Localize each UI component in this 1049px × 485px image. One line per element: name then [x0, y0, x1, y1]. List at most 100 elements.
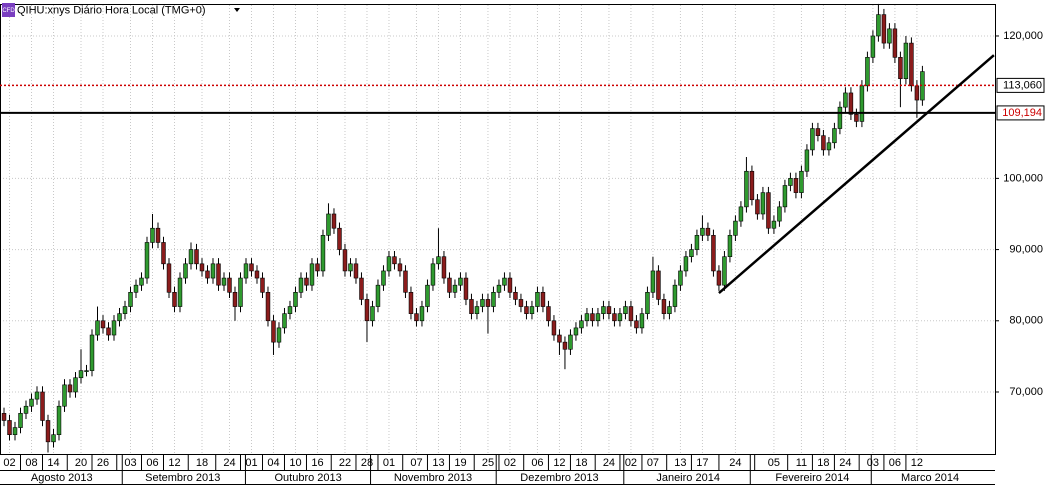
- candle-body: [403, 270, 408, 293]
- chart-title: QIHU:xnys Diário Hora Local (TMG+0): [17, 4, 206, 16]
- candle-body: [441, 256, 447, 279]
- x-tick-label: 06: [889, 457, 901, 469]
- candle-body: [210, 263, 216, 279]
- candle-body: [276, 327, 282, 343]
- x-tick-label: 02: [504, 457, 516, 469]
- x-tick-label: 12: [911, 457, 923, 469]
- candle-body: [397, 263, 403, 272]
- candle-body: [331, 213, 337, 229]
- candle-body: [777, 206, 782, 222]
- badge: [2, 3, 15, 17]
- candle-body: [139, 277, 144, 286]
- month-label: Novembro 2013: [394, 472, 472, 484]
- candle-body: [716, 270, 722, 286]
- candle-body: [843, 92, 848, 108]
- x-tick-label: 28: [361, 457, 373, 469]
- candle-body: [645, 292, 650, 314]
- candle-body: [744, 170, 749, 208]
- candle-body: [656, 270, 661, 300]
- candle-body: [62, 384, 67, 407]
- candle-body: [370, 306, 375, 322]
- candle-body: [573, 327, 579, 336]
- candle-body: [810, 128, 815, 151]
- x-tick-label: 08: [25, 457, 37, 469]
- candle-body: [815, 128, 821, 136]
- candle-body: [287, 306, 293, 314]
- candle-body: [628, 306, 634, 322]
- candle-body: [524, 306, 529, 314]
- candle-body: [749, 170, 755, 201]
- x-tick-label: 03: [867, 457, 879, 469]
- candle-body: [766, 192, 771, 229]
- candle-body: [821, 135, 826, 151]
- candle-body: [683, 256, 689, 272]
- candle-body: [320, 235, 326, 272]
- candle-body: [903, 42, 909, 79]
- candle-body: [518, 299, 524, 307]
- candle-body: [672, 284, 678, 307]
- candle-body: [425, 284, 430, 307]
- x-tick-label: 24: [603, 457, 615, 469]
- candle-body: [45, 420, 51, 443]
- candle-body: [106, 327, 111, 336]
- x-tick-label: 26: [97, 457, 109, 469]
- plot-border: [0, 4, 996, 455]
- candle-body: [722, 256, 727, 286]
- candle-body: [568, 334, 573, 350]
- candle-body: [832, 128, 837, 144]
- x-tick-label: 24: [223, 457, 235, 469]
- candle-body: [727, 235, 733, 258]
- month-label: Dezembro 2013: [520, 472, 598, 484]
- candle-body: [650, 270, 656, 293]
- candle-body: [837, 106, 843, 129]
- candle-body: [733, 220, 738, 236]
- badge-text: CFD: [2, 8, 15, 14]
- candle-body: [804, 149, 810, 172]
- candle-body: [452, 284, 458, 293]
- candle-body: [205, 270, 210, 279]
- candle-body: [18, 413, 23, 428]
- candle-body: [419, 306, 425, 322]
- candle-body: [56, 405, 62, 436]
- candle-body: [172, 292, 177, 307]
- candle-body: [535, 292, 540, 307]
- candle-body: [590, 313, 595, 322]
- x-tick-label: 11: [796, 457, 807, 469]
- candle-body: [353, 263, 359, 279]
- title-dropdown[interactable]: [234, 8, 240, 12]
- candle-body: [51, 434, 56, 443]
- x-tick-label: 24: [839, 457, 851, 469]
- candle-body: [694, 235, 700, 250]
- candle-body: [700, 227, 705, 236]
- candle-body: [29, 398, 34, 407]
- x-tick-label: 07: [647, 457, 659, 469]
- candle-body: [612, 313, 617, 322]
- candle-body: [304, 277, 309, 286]
- candle-body: [859, 85, 865, 122]
- x-tick-label: 13: [674, 457, 686, 469]
- candle-body: [529, 306, 535, 314]
- price-label: 109,194: [1002, 107, 1042, 119]
- candle-body: [546, 306, 551, 322]
- x-tick-label: 14: [47, 457, 59, 469]
- candle-body: [375, 284, 381, 307]
- candle-body: [359, 277, 364, 300]
- candle-body: [166, 263, 172, 293]
- candle-body: [507, 277, 513, 293]
- candle-body: [705, 227, 711, 236]
- candle-body: [513, 292, 518, 300]
- candle-body: [562, 341, 568, 350]
- candle-body: [95, 320, 100, 336]
- candle-body: [887, 28, 892, 44]
- y-tick-label: 120,000: [1003, 30, 1043, 42]
- x-tick-label: 02: [625, 457, 637, 469]
- candle-body: [606, 306, 612, 314]
- price-label-box: [996, 105, 1045, 121]
- candle-body: [298, 277, 304, 293]
- candle-body: [227, 277, 232, 293]
- candle-body: [293, 292, 298, 307]
- candle-body: [364, 299, 370, 322]
- candle-body: [430, 263, 436, 286]
- x-tick-label: 06: [146, 457, 158, 469]
- candle-body: [40, 391, 45, 421]
